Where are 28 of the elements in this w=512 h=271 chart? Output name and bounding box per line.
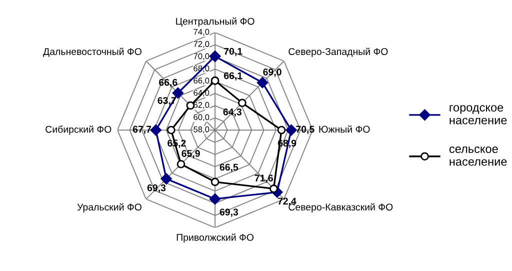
data-label: 64,3 — [223, 108, 242, 117]
data-label: 69,3 — [220, 208, 238, 217]
data-label: 69,3 — [147, 184, 166, 193]
spoke-label: Уральский ФО — [77, 203, 142, 212]
data-label: 66,5 — [220, 164, 238, 172]
legend-label: городское население — [450, 105, 507, 124]
spoke-label: Северо-Западный ФО — [288, 48, 388, 57]
spoke-label: Центральный ФО — [176, 17, 254, 27]
data-label: 70,5 — [296, 126, 314, 134]
data-label: 71,6 — [254, 174, 273, 183]
legend-label: сельское население — [449, 146, 507, 166]
y-tick-label: 58,0 — [194, 126, 210, 134]
data-label: 69,0 — [263, 68, 282, 77]
data-label: 66,1 — [224, 72, 242, 81]
y-tick-label: 60,0 — [194, 114, 210, 122]
data-label: 65,9 — [182, 150, 200, 158]
data-label: 70,1 — [224, 48, 242, 56]
y-tick-label: 70,0 — [194, 53, 210, 60]
data-label: 67,7 — [132, 126, 152, 134]
data-label: 66,6 — [159, 78, 178, 88]
y-tick-label: 72,0 — [194, 41, 210, 48]
spoke-label: Приволжский ФО — [176, 233, 254, 243]
spoke-label: Южный ФО — [319, 125, 370, 133]
y-tick-label: 66,0 — [194, 78, 210, 85]
spoke-label: Дальневосточный ФО — [43, 48, 142, 57]
y-tick-label: 74,0 — [194, 28, 210, 36]
y-tick-label: 62,0 — [194, 102, 210, 109]
spoke-label: Сибирский ФО — [46, 125, 112, 135]
